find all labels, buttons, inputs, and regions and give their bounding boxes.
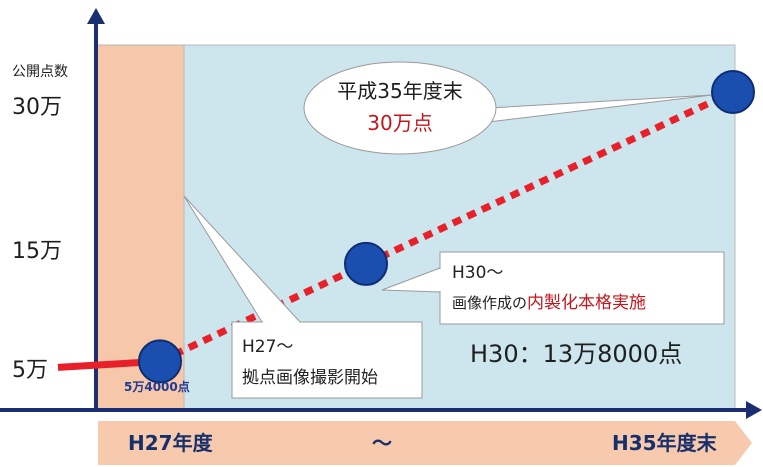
callout-h30-line2-prefix: 画像作成の <box>452 294 527 312</box>
callout-h27-line2: 拠点画像撮影開始 <box>242 368 378 388</box>
y-tick-label: 30万 <box>12 95 62 120</box>
data-point-h30 <box>344 241 388 286</box>
start-point-label: 5万4000点 <box>124 379 190 394</box>
y-axis-label: 公開点数 <box>12 64 68 80</box>
end-bubble-joint-cover <box>448 108 460 128</box>
end-bubble-line2: 30万点 <box>367 111 432 135</box>
series-line-segment <box>364 88 735 268</box>
y-tick-label: 15万 <box>12 239 62 264</box>
end-bubble-line1: 平成35年度末 <box>337 79 462 103</box>
callout-h27-joint-cover <box>263 321 299 324</box>
timeline-arrow-bar <box>98 421 752 465</box>
callout-h30-line2: 画像作成の内製化本格実施 <box>452 293 646 313</box>
data-point-h35 <box>711 70 755 114</box>
y-tick-label: 5万 <box>12 358 48 383</box>
h30-value-text: H30：13万8000点 <box>470 340 682 368</box>
callout-h30-line2-highlight: 内製化本格実施 <box>527 293 646 313</box>
x-label-middle: ～ <box>372 431 392 455</box>
callout-h27-line1: H27～ <box>242 337 293 357</box>
x-axis-arrow-icon <box>746 401 762 419</box>
callout-h30-line1: H30～ <box>452 263 503 283</box>
callout-h27-box <box>231 321 423 399</box>
x-label-end: H35年度末 <box>612 431 718 455</box>
y-axis-arrow-icon <box>87 8 105 24</box>
x-label-start: H27年度 <box>128 431 214 455</box>
end-bubble <box>303 61 497 155</box>
callout-h30-box <box>439 251 725 325</box>
callout-h30-joint-cover <box>439 269 442 291</box>
data-point-h27 <box>138 339 182 384</box>
